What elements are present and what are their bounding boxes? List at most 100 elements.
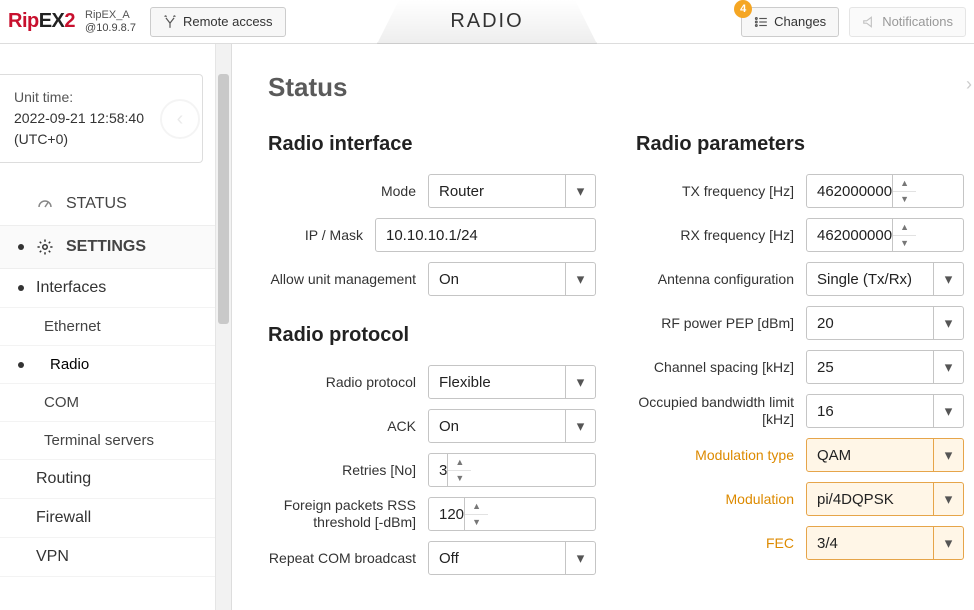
field-modtype: Modulation type QAM ▾ <box>636 438 964 472</box>
chevron-down-icon: ▾ <box>565 542 595 574</box>
field-rss: Foreign packets RSS threshold [-dBm] 120… <box>268 497 596 531</box>
select-protocol[interactable]: Flexible ▾ <box>428 365 596 399</box>
sidebar-scrollbar[interactable] <box>215 44 231 610</box>
spinner-buttons[interactable]: ▲▼ <box>892 175 916 207</box>
megaphone-icon <box>862 15 876 29</box>
spinner-buttons[interactable]: ▲▼ <box>892 219 916 251</box>
label-modtype: Modulation type <box>636 447 806 463</box>
label-allow: Allow unit management <box>268 271 428 287</box>
select-mod[interactable]: pi/4DQPSK ▾ <box>806 482 964 516</box>
select-repeat-value: Off <box>439 550 459 567</box>
nav-interfaces[interactable]: Interfaces <box>0 269 215 308</box>
notifications-button[interactable]: Notifications <box>849 7 966 37</box>
field-mode: Mode Router ▾ <box>268 174 596 208</box>
unit-time-card[interactable]: Unit time: 2022-09-21 12:58:40 (UTC+0) ‹ <box>0 74 203 163</box>
field-fec: FEC 3/4 ▾ <box>636 526 964 560</box>
chevron-right-icon[interactable]: › <box>966 74 972 95</box>
label-antenna: Antenna configuration <box>636 271 806 287</box>
field-obw: Occupied bandwidth limit [kHz] 16 ▾ <box>636 394 964 428</box>
changes-button[interactable]: 4 Changes <box>741 7 839 37</box>
nav-settings[interactable]: SETTINGS <box>0 226 215 269</box>
nav-terminal-label: Terminal servers <box>44 432 154 449</box>
logo-text-num: 2 <box>64 10 75 32</box>
spinner-rxfreq[interactable]: 462000000 ▲▼ <box>806 218 964 252</box>
remote-access-button[interactable]: Remote access <box>150 7 286 37</box>
label-ipmask: IP / Mask <box>268 227 375 243</box>
logo-text-rip: Rip <box>8 10 39 32</box>
col-radio-params: Radio parameters TX frequency [Hz] 46200… <box>636 133 964 585</box>
select-antenna[interactable]: Single (Tx/Rx) ▾ <box>806 262 964 296</box>
nav-firewall[interactable]: Firewall <box>0 499 215 538</box>
label-obw: Occupied bandwidth limit [kHz] <box>636 394 806 428</box>
nav-radio-label: Radio <box>36 356 89 373</box>
nav-settings-label: SETTINGS <box>66 238 146 256</box>
nav-routing-label: Routing <box>36 470 91 488</box>
select-ack[interactable]: On ▾ <box>428 409 596 443</box>
select-fec[interactable]: 3/4 ▾ <box>806 526 964 560</box>
chevron-down-icon: ▾ <box>933 439 963 471</box>
nav-vpn[interactable]: VPN <box>0 538 215 577</box>
select-fec-value: 3/4 <box>817 535 838 552</box>
page-title-tab: RADIO <box>377 0 597 44</box>
select-allow[interactable]: On ▾ <box>428 262 596 296</box>
spinner-txfreq[interactable]: 462000000 ▲▼ <box>806 174 964 208</box>
changes-label: Changes <box>774 14 826 29</box>
spinner-txfreq-value: 462000000 <box>817 183 892 200</box>
unit-ip: @10.9.8.7 <box>85 22 136 35</box>
select-antenna-value: Single (Tx/Rx) <box>817 271 912 288</box>
spinner-rss-value: 120 <box>439 506 464 523</box>
chevron-down-icon: ▾ <box>933 395 963 427</box>
chevron-down-icon: ▾ <box>933 263 963 295</box>
nav-status-label: STATUS <box>66 195 127 213</box>
select-chspacing-value: 25 <box>817 359 834 376</box>
unit-info: RipEX_A @10.9.8.7 <box>85 9 136 34</box>
nav-status[interactable]: STATUS <box>0 183 215 226</box>
gauge-icon <box>36 195 54 213</box>
spinner-buttons[interactable]: ▲▼ <box>447 454 471 486</box>
unit-tz: (UTC+0) <box>14 129 188 150</box>
field-chspacing: Channel spacing [kHz] 25 ▾ <box>636 350 964 384</box>
scrollbar-thumb[interactable] <box>218 74 229 324</box>
remote-access-label: Remote access <box>183 14 273 29</box>
select-repeat[interactable]: Off ▾ <box>428 541 596 575</box>
field-repeat: Repeat COM broadcast Off ▾ <box>268 541 596 575</box>
notifications-label: Notifications <box>882 14 953 29</box>
label-protocol: Radio protocol <box>268 374 428 390</box>
label-chspacing: Channel spacing [kHz] <box>636 359 806 375</box>
label-mod: Modulation <box>636 491 806 507</box>
select-modtype[interactable]: QAM ▾ <box>806 438 964 472</box>
nav-com[interactable]: COM <box>0 384 215 422</box>
body: Unit time: 2022-09-21 12:58:40 (UTC+0) ‹… <box>0 44 974 610</box>
page-title: RADIO <box>450 10 523 33</box>
field-rfpower: RF power PEP [dBm] 20 ▾ <box>636 306 964 340</box>
nav-radio[interactable]: Radio <box>0 346 215 384</box>
select-modtype-value: QAM <box>817 447 851 464</box>
topbar-right: 4 Changes Notifications <box>741 7 966 37</box>
spinner-retries[interactable]: 3 ▲▼ <box>428 453 596 487</box>
label-fec: FEC <box>636 535 806 551</box>
select-mode[interactable]: Router ▾ <box>428 174 596 208</box>
chevron-down-icon: ▾ <box>565 175 595 207</box>
section-radio-params: Radio parameters <box>636 133 964 156</box>
gear-icon <box>36 238 54 256</box>
unit-time-label: Unit time: <box>14 87 188 108</box>
select-chspacing[interactable]: 25 ▾ <box>806 350 964 384</box>
input-ipmask[interactable] <box>375 218 596 252</box>
chevron-left-icon: ‹ <box>160 99 200 139</box>
nav-terminal[interactable]: Terminal servers <box>0 422 215 460</box>
nav-ethernet[interactable]: Ethernet <box>0 308 215 346</box>
chevron-down-icon: ▾ <box>565 410 595 442</box>
chevron-down-icon: ▾ <box>933 351 963 383</box>
field-allow: Allow unit management On ▾ <box>268 262 596 296</box>
spinner-rss[interactable]: 120 ▲▼ <box>428 497 596 531</box>
field-protocol: Radio protocol Flexible ▾ <box>268 365 596 399</box>
nav-interfaces-label: Interfaces <box>36 279 106 297</box>
select-obw[interactable]: 16 ▾ <box>806 394 964 428</box>
topbar: RipEX2 RipEX_A @10.9.8.7 Remote access R… <box>0 0 974 44</box>
field-retries: Retries [No] 3 ▲▼ <box>268 453 596 487</box>
spinner-buttons[interactable]: ▲▼ <box>464 498 488 530</box>
nav-ethernet-label: Ethernet <box>44 318 101 335</box>
list-icon <box>754 15 768 29</box>
select-rfpower[interactable]: 20 ▾ <box>806 306 964 340</box>
nav-routing[interactable]: Routing <box>0 460 215 499</box>
